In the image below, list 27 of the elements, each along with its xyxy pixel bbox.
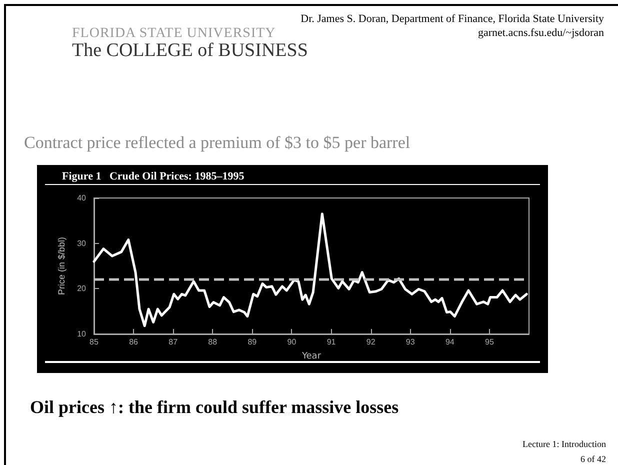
x-tick-label: 94 [445,338,455,346]
text: garnet.acns.fsu.edu/~jsdoran [478,27,604,40]
x-tick-label: 89 [248,338,258,346]
text: Oil prices ↑: the firm could suffer massive losses [30,397,399,418]
x-tick-label: 87 [168,338,178,346]
x-tick-label: 93 [406,338,416,346]
y-axis-title: Price (in $/bbl) [56,236,66,296]
x-tick-label: 92 [366,338,376,346]
x-tick-label: 88 [208,338,218,346]
y-tick-label: 40 [77,194,87,202]
text: Dr. James S. Doran, Department of Finance, Florida State University [300,13,604,26]
x-tick-label: 95 [485,338,494,346]
line-series [92,212,528,328]
y-tick-label: 10 [77,330,87,338]
y-tick-label: 30 [77,238,87,248]
text: Contract price reflected a premium of $3 to $5 per barrel [24,133,410,153]
y-tick-label: 20 [77,284,87,294]
x-tick-label: 90 [287,338,297,346]
text: The COLLEGE of BUSINESS [72,40,308,62]
x-tick-label: 85 [90,338,99,346]
x-axis-title: Year [300,352,322,362]
x-tick-label: 86 [129,338,139,346]
text: Lecture 1: Introduction [522,439,606,450]
text: 6 of 42 [580,454,606,465]
x-tick-label: 91 [326,338,336,346]
chart-title: Figure 1 Crude Oil Prices: 1985–1995 [62,170,245,182]
text: FLORIDA STATE UNIVERSITY [72,26,276,42]
